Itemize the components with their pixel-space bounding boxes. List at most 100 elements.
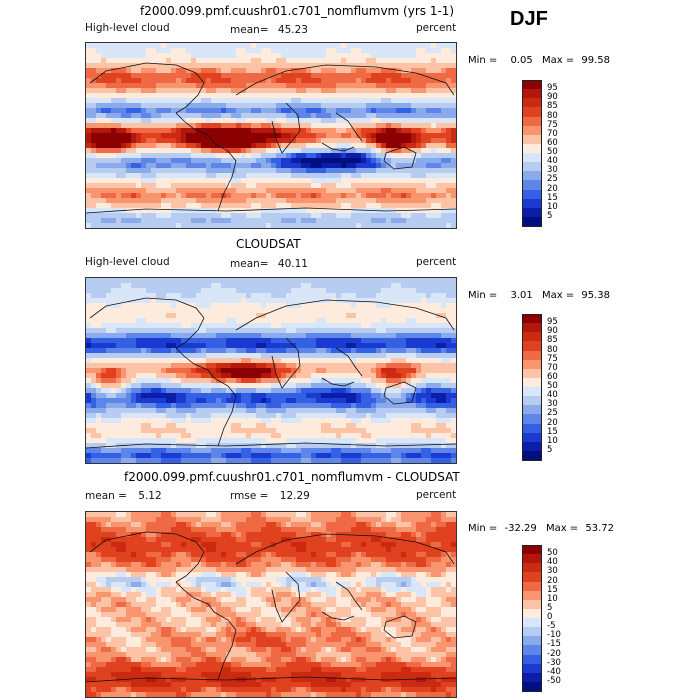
map-cell [251,88,257,94]
map-cell [221,393,227,399]
map-cell [271,138,277,144]
map-cell [286,323,292,329]
map-cell [96,298,102,304]
map-cell [386,418,392,424]
map-cell [376,403,382,409]
map-cell [281,368,287,374]
map-cell [196,118,202,124]
map-cell [251,213,257,219]
map-cell [261,138,267,144]
map-cell [171,308,177,314]
map-cell [101,83,107,89]
map-cell [426,323,432,329]
map-cell [166,43,172,49]
map-cell [196,318,202,324]
map-cell [436,403,442,409]
map-cell [116,183,122,189]
map-cell [196,343,202,349]
map-cell [186,168,192,174]
map-cell [221,58,227,64]
map-cell [266,343,272,349]
map-cell [136,338,142,344]
map-cell [121,108,127,114]
map-cell [371,133,377,139]
map-cell [201,188,207,194]
map-cell [336,223,342,228]
map-cell [251,368,257,374]
map-cell [391,418,397,424]
map-cell [276,43,282,49]
map-cell [221,218,227,224]
map-cell [451,128,456,134]
map-cell [256,143,262,149]
map-cell [291,123,297,129]
map-cell [446,353,452,359]
map-cell [191,348,197,354]
map-cell [111,293,117,299]
map-cell [111,88,117,94]
map-cell [336,413,342,419]
map-cell [201,153,207,159]
map-cell [411,223,417,228]
map-cell [346,88,352,94]
map-cell [111,338,117,344]
map-cell [271,333,277,339]
map-cell [326,373,332,379]
map-cell [406,293,412,299]
map-cell [311,278,317,284]
map-cell [421,123,427,129]
map-cell [351,373,357,379]
panel1-units: percent [416,22,457,34]
map-cell [291,398,297,404]
map-cell [116,173,122,179]
map-cell [146,73,152,79]
map-cell [396,323,402,329]
map-cell [256,353,262,359]
map-cell [321,278,327,284]
map-cell [336,378,342,384]
map-cell [331,223,337,228]
map-cell [186,298,192,304]
map-cell [441,163,447,169]
map-cell [156,153,162,159]
map-cell [166,163,172,169]
map-cell [306,358,312,364]
map-cell [156,403,162,409]
map-cell [291,383,297,389]
map-cell [246,368,252,374]
map-cell [211,48,217,54]
map-cell [96,313,102,319]
map-cell [131,368,137,374]
map-cell [146,423,152,429]
map-cell [406,58,412,64]
map-cell [366,158,372,164]
map-cell [221,193,227,199]
map-cell [196,143,202,149]
map-cell [191,423,197,429]
map-cell [216,293,222,299]
map-cell [346,378,352,384]
map-cell [206,413,212,419]
map-cell [281,378,287,384]
map-cell [121,388,127,394]
map-cell [266,408,272,414]
map-cell [356,68,362,74]
map-cell [356,103,362,109]
map-cell [386,153,392,159]
map-cell [231,153,237,159]
map-cell [296,58,302,64]
map-cell [211,413,217,419]
map-cell [401,303,407,309]
map-cell [96,223,102,228]
map-cell [181,408,187,414]
map-cell [386,63,392,69]
map-cell [201,148,207,154]
map-cell [396,173,402,179]
map-cell [441,103,447,109]
map-cell [251,398,257,404]
map-cell [451,363,456,369]
map-cell [356,58,362,64]
map-cell [281,173,287,179]
map-cell [91,278,97,284]
map-cell [236,218,242,224]
